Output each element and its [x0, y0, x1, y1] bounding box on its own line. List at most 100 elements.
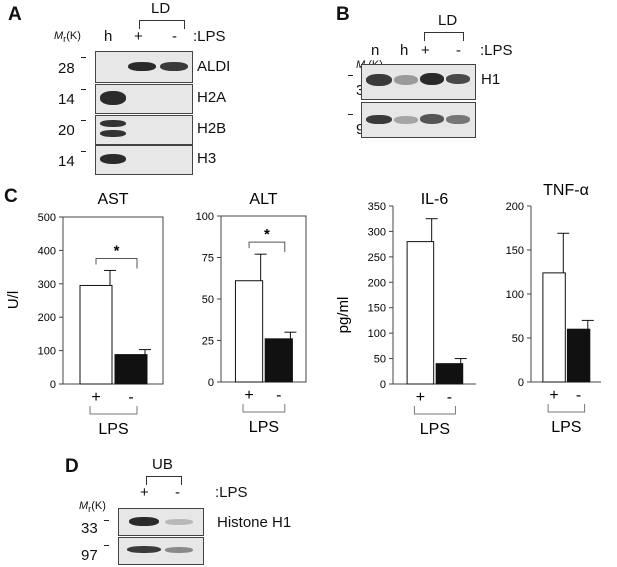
- chart-title: AST: [97, 191, 128, 208]
- group-bracket: [139, 20, 185, 29]
- band: [100, 130, 126, 137]
- mw-label: 14: [58, 91, 75, 108]
- category-label: +: [91, 389, 100, 406]
- band: [100, 120, 126, 127]
- y-tick-label: 100: [196, 211, 214, 223]
- band: [100, 91, 126, 105]
- mw-label: 28: [58, 60, 75, 77]
- group-label-ld: LD: [151, 0, 171, 17]
- chart-title: IL-6: [421, 191, 449, 208]
- lane-label-minus: -: [172, 28, 177, 45]
- blot-strip-h2a: [95, 84, 193, 114]
- lane-label-n: n: [371, 42, 380, 59]
- y-axis-label: pg/ml: [335, 297, 352, 334]
- y-tick-label: 100: [506, 289, 524, 301]
- y-tick-label: 150: [368, 303, 386, 315]
- significance-bracket: [248, 241, 286, 253]
- blot-strip-loading: [118, 537, 204, 565]
- y-tick-label: 200: [368, 277, 386, 289]
- band: [420, 114, 444, 124]
- band: [446, 74, 470, 84]
- mw-tick: [348, 114, 353, 115]
- mw-tick: [104, 545, 109, 546]
- protein-label-h3: H3: [197, 150, 217, 167]
- y-tick-label: 100: [368, 328, 386, 340]
- panel-label-c: C: [4, 186, 18, 207]
- mw-tick: [81, 151, 86, 152]
- y-tick-label: 350: [368, 201, 386, 213]
- chart-title: TNF-α: [543, 182, 589, 199]
- y-tick-label: 50: [512, 333, 524, 345]
- category-label: +: [549, 387, 558, 404]
- band: [129, 517, 159, 526]
- group-label-lps: LPS: [249, 419, 279, 436]
- blot-strip-loading: [361, 102, 476, 138]
- significance-star: *: [264, 226, 270, 243]
- bar: [406, 241, 435, 385]
- band: [446, 115, 470, 124]
- y-tick-label: 200: [506, 201, 524, 213]
- lane-label-plus: +: [421, 42, 430, 59]
- band: [128, 62, 156, 71]
- band: [100, 154, 126, 164]
- y-tick-label: 500: [38, 212, 56, 224]
- lane-label-minus: -: [456, 42, 461, 59]
- significance-star: *: [114, 242, 120, 259]
- category-label: +: [416, 389, 425, 406]
- group-bracket: [89, 406, 138, 415]
- bar: [234, 280, 264, 383]
- group-label-ld: LD: [438, 12, 458, 29]
- group-bracket: [547, 404, 586, 413]
- group-label-lps: LPS: [420, 421, 450, 438]
- lane-label-minus: -: [175, 484, 180, 501]
- y-tick-label: 25: [202, 336, 214, 348]
- bar: [114, 354, 148, 385]
- chart-title: ALT: [249, 191, 277, 208]
- mw-label: 33: [81, 520, 98, 537]
- protein-label-h2b: H2B: [197, 120, 227, 137]
- blot-strip-h1: [361, 64, 476, 100]
- group-label-ub: UB: [152, 456, 173, 473]
- blot-strip-h3: [95, 145, 193, 175]
- panel-label-b: B: [336, 4, 350, 25]
- y-tick-label: 250: [368, 252, 386, 264]
- mw-tick: [104, 520, 109, 521]
- band: [127, 546, 161, 553]
- mw-label: 97: [81, 547, 98, 564]
- panel-label-d: D: [65, 456, 79, 477]
- y-tick-label: 0: [518, 377, 524, 389]
- band: [160, 62, 188, 71]
- y-axis-label: U/l: [5, 291, 22, 309]
- y-tick-label: 0: [50, 379, 56, 391]
- lane-label-plus: +: [134, 28, 143, 45]
- y-tick-label: 0: [208, 377, 214, 389]
- category-label: -: [447, 389, 452, 406]
- mw-tick: [81, 57, 86, 58]
- y-tick-label: 50: [374, 354, 386, 366]
- significance-bracket: [95, 257, 138, 269]
- lane-label-plus: +: [140, 484, 149, 501]
- y-tick-label: 150: [506, 245, 524, 257]
- bar: [542, 272, 566, 383]
- chart-3: IL-6 0 50 100 150 200 250 300 350 pg/ml + - LPS: [335, 191, 476, 438]
- protein-label-aldi: ALDI: [197, 58, 231, 75]
- category-label: -: [576, 387, 581, 404]
- blot-strip-aldi: [95, 51, 193, 83]
- chart-1: AST 0 100 200 300 400 500 U/l + - * LPS: [5, 191, 164, 438]
- blot-strip-histone-h1: [118, 508, 204, 536]
- category-label: -: [276, 387, 281, 404]
- category-label: +: [244, 387, 253, 404]
- protein-label-h1: H1: [481, 71, 501, 88]
- group-bracket: [413, 406, 456, 415]
- y-tick-label: 400: [38, 245, 56, 257]
- band: [420, 73, 444, 85]
- condition-label: :LPS: [215, 484, 248, 501]
- y-tick-label: 300: [368, 226, 386, 238]
- mw-label: 20: [58, 122, 75, 139]
- y-tick-label: 100: [38, 346, 56, 358]
- bar: [435, 363, 464, 385]
- band: [165, 547, 193, 553]
- category-label: -: [128, 389, 133, 406]
- mw-tick: [81, 120, 86, 121]
- chart-4: TNF-α 0 50 100 150 200 + - LPS: [506, 182, 601, 436]
